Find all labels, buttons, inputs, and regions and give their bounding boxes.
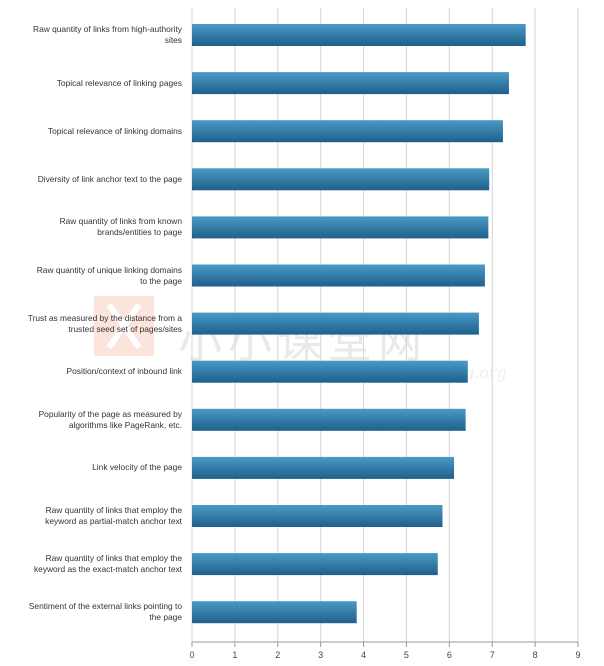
x-tick-label: 1 xyxy=(232,650,237,660)
category-label-line: Popularity of the page as measured by xyxy=(38,408,182,419)
category-label-line: Topical relevance of linking pages xyxy=(56,77,182,88)
category-label: Diversity of link anchor text to the pag… xyxy=(0,174,182,185)
category-label: Position/context of inbound link xyxy=(0,366,182,377)
x-tick-label: 0 xyxy=(189,650,194,660)
category-label: Raw quantity of links that employ the key… xyxy=(0,505,182,527)
bar xyxy=(192,120,503,143)
category-label-line: algorithms like PageRank, etc. xyxy=(68,419,182,430)
category-label: Popularity of the page as measured by alg… xyxy=(0,409,182,431)
watermark-logo xyxy=(94,296,154,356)
category-label: Raw quantity of links that employ the key… xyxy=(0,553,182,575)
category-label: Trust as measured by the distance from a… xyxy=(0,313,182,335)
category-label-line: Raw quantity of links that employ the xyxy=(45,505,182,515)
x-tick-label: 7 xyxy=(490,650,495,660)
category-label-line: Diversity of link anchor text to the pag… xyxy=(37,173,182,184)
category-label: Raw quantity of links from high-authorit… xyxy=(0,24,182,46)
category-label-line: Topical relevance of linking domains xyxy=(47,125,182,136)
category-label-line: Link velocity of the page xyxy=(92,462,182,473)
category-label-line: Sentiment of the external links pointing… xyxy=(28,601,182,612)
x-tick-label: 4 xyxy=(361,650,366,660)
category-label-line: trusted seed set of pages/sites xyxy=(68,323,182,334)
category-label: Link velocity of the page xyxy=(0,462,182,473)
bar xyxy=(192,601,357,624)
bar xyxy=(192,408,466,431)
category-label-line: Raw quantity of links that employ the xyxy=(45,553,182,564)
category-label: Sentiment of the external links pointing… xyxy=(0,601,182,623)
x-tick-label: 8 xyxy=(533,650,538,660)
bar xyxy=(192,456,455,479)
category-label-line: Trust as measured by the distance from a xyxy=(27,312,182,323)
bar xyxy=(192,312,479,335)
bar xyxy=(192,360,468,383)
category-label-line: keyword as the exact-match anchor text xyxy=(33,564,182,575)
bars xyxy=(192,24,526,624)
bar xyxy=(192,216,489,239)
category-label-line: the page xyxy=(149,612,182,623)
category-label: Topical relevance of linking domains xyxy=(0,126,182,137)
bar xyxy=(192,505,443,527)
category-label: Raw quantity of links from known brands/e… xyxy=(0,216,182,238)
category-label: Topical relevance of linking pages xyxy=(0,78,182,89)
x-tick-label: 5 xyxy=(404,650,409,660)
x-tick-label: 6 xyxy=(447,650,452,660)
category-label-line: Raw quantity of links from high-authorit… xyxy=(33,24,182,34)
category-label-line: Position/context of inbound link xyxy=(66,366,182,377)
category-label-line: sites xyxy=(164,35,182,45)
bar xyxy=(192,168,490,191)
x-axis: 0 1 2 3 4 5 6 7 8 9 xyxy=(189,641,581,660)
x-tick-label: 3 xyxy=(318,650,323,660)
category-label: Raw quantity of unique linking domains to… xyxy=(0,265,182,287)
bar xyxy=(192,264,485,287)
category-label-line: keyword as partial-match anchor text xyxy=(45,516,182,526)
category-label-line: Raw quantity of links from known xyxy=(59,216,182,227)
bar xyxy=(192,24,526,46)
bar xyxy=(192,553,438,576)
category-label-line: to the page xyxy=(140,275,182,286)
category-label-line: brands/entities to page xyxy=(97,227,182,238)
bar xyxy=(192,72,509,95)
x-tick-label: 9 xyxy=(575,650,580,660)
category-label-line: Raw quantity of unique linking domains xyxy=(36,264,182,275)
x-tick-label: 2 xyxy=(275,650,280,660)
